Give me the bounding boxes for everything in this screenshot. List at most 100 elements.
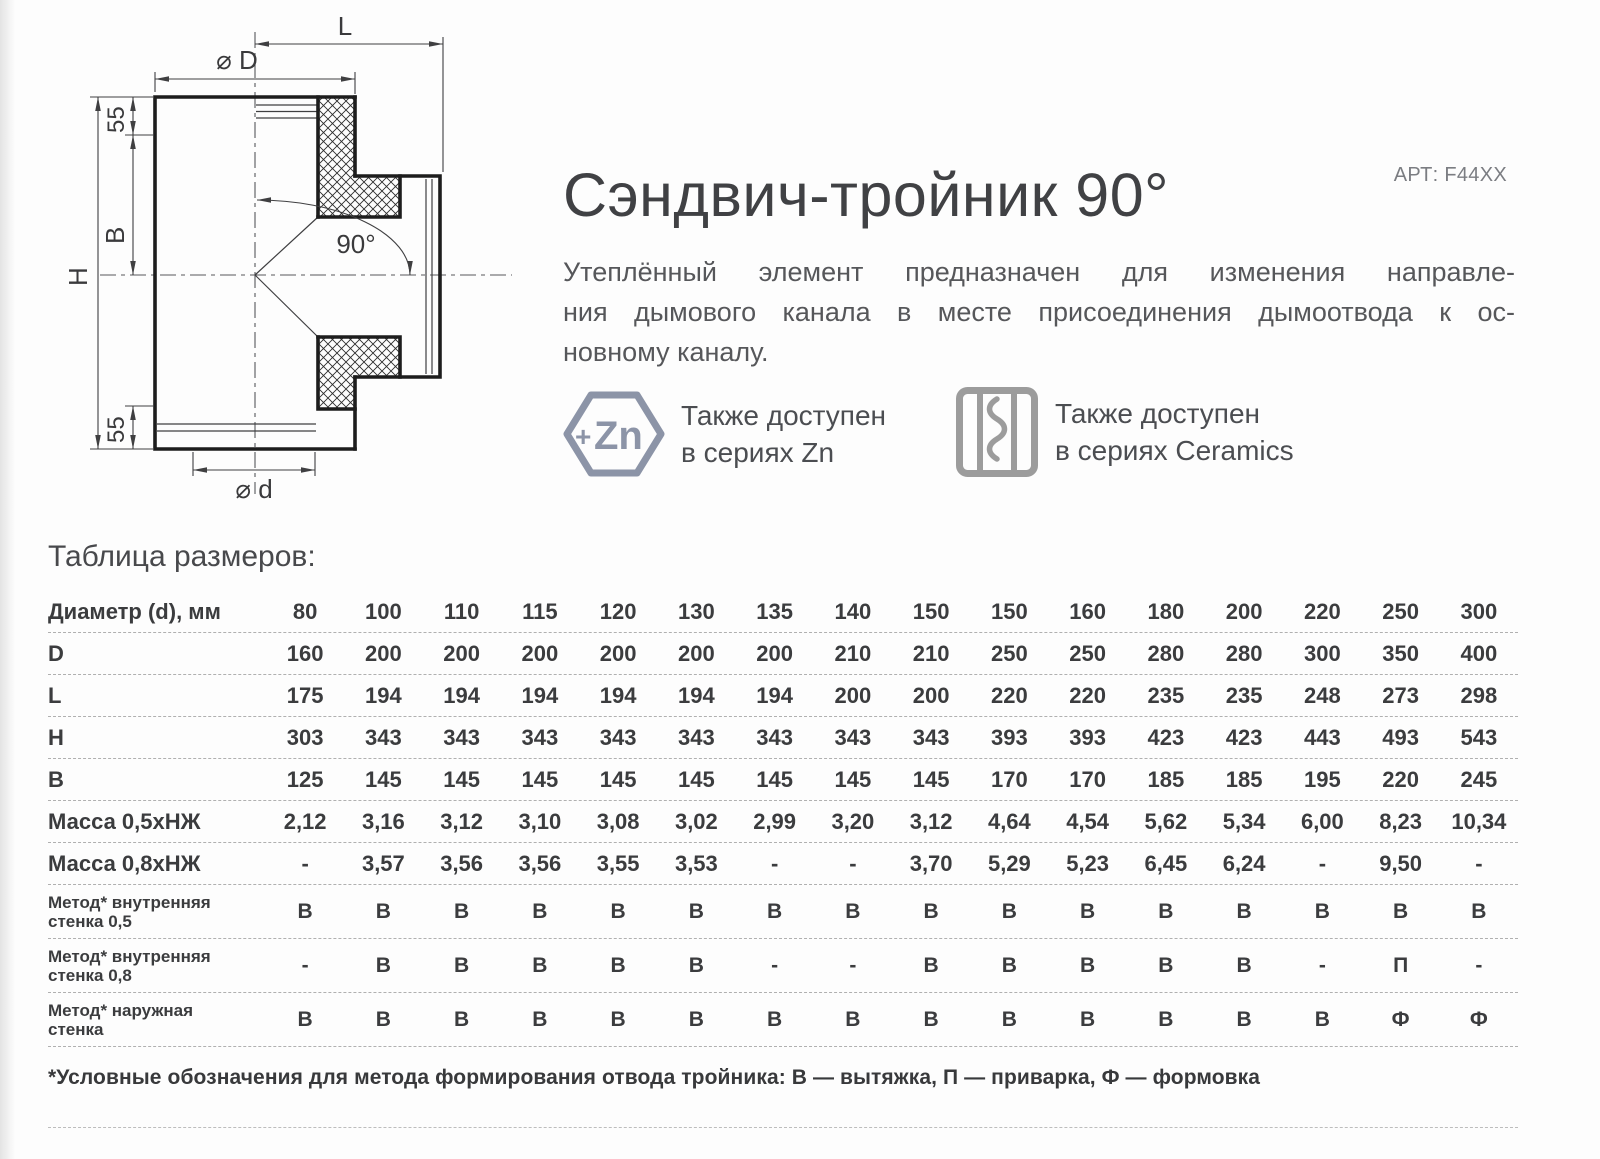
table-cell: В <box>1236 899 1252 923</box>
row-label: Масса 0,5хНЖ <box>48 808 201 834</box>
table-cell: П <box>1393 953 1409 977</box>
table-cell: В <box>845 1007 861 1031</box>
insulation-hatch-areas <box>318 97 400 409</box>
table-cell: 210 <box>834 640 872 666</box>
table-cell: 393 <box>1069 724 1106 750</box>
table-cell: 160 <box>1069 598 1106 624</box>
table-cell: 3,20 <box>831 808 875 834</box>
table-cell: В <box>923 953 939 977</box>
table-cell: 273 <box>1382 682 1419 708</box>
table-row: Диаметр (d), мм 80 100 110 115 120 130 135 140 15… <box>48 591 1518 633</box>
row-label: Метод* наружная стенка <box>48 1000 194 1039</box>
table-cell: - <box>1318 953 1326 977</box>
table-cell: 10,34 <box>1451 808 1507 834</box>
table-cell: 200 <box>521 640 559 666</box>
table-cell: В <box>532 899 548 923</box>
table-cell: 2,12 <box>283 808 327 834</box>
table-cell: - <box>1475 953 1483 977</box>
table-cell: В <box>845 899 861 923</box>
table-cell: В <box>454 899 470 923</box>
table-cell: 145 <box>599 766 637 792</box>
table-cell: 175 <box>286 682 324 708</box>
table-cell: В <box>688 953 704 977</box>
table-cell: В <box>1080 899 1096 923</box>
table-cell: 443 <box>1304 724 1341 750</box>
table-cell: 2,99 <box>753 808 797 834</box>
table-row: Метод* внутренняя стенка 0,8 - В В В В В - - В В В В В… <box>48 939 1518 993</box>
table-cell: 200 <box>1225 598 1263 624</box>
dimension-lines <box>95 41 443 473</box>
table-cell: 423 <box>1225 724 1263 750</box>
dim-label-55-bottom: 55 <box>103 416 130 443</box>
product-description: Утеплённый элемент предназначен для изме… <box>563 252 1515 372</box>
row-label: Метод* внутренняя стенка 0,5 <box>48 892 211 931</box>
table-cell: 200 <box>599 640 637 666</box>
table-cell: - <box>849 953 857 977</box>
row-label: H <box>48 724 64 750</box>
zn-series-icon: + Zn <box>563 391 665 477</box>
table-cell: В <box>375 899 391 923</box>
availability-zn-text: Также доступен в сериях Zn <box>681 397 886 471</box>
table-cell: 130 <box>678 598 715 624</box>
table-cell: - <box>1475 850 1483 876</box>
dim-label-L: L <box>338 11 352 41</box>
table-row: B 125 145 145 145 145 145 145 145 145 170 170 185 185… <box>48 759 1518 801</box>
table-cell: В <box>1236 953 1252 977</box>
table-cell: 4,64 <box>987 808 1031 834</box>
table-cell: В <box>688 899 704 923</box>
table-cell: 3,10 <box>518 808 562 834</box>
availability-ceramics-text: Также доступен в сериях Ceramics <box>1055 395 1294 469</box>
page-title: Сэндвич-тройник 90° <box>563 161 1170 229</box>
table-cell: 6,45 <box>1144 850 1188 876</box>
table-cell: 280 <box>1147 640 1185 666</box>
table-cell: В <box>1001 1007 1017 1031</box>
table-cell: 235 <box>1225 682 1263 708</box>
table-cell: 3,56 <box>440 850 484 876</box>
table-cell: 3,55 <box>596 850 640 876</box>
zn-glyph: Zn <box>594 414 643 458</box>
table-cell: В <box>610 953 626 977</box>
table-cell: - <box>1318 850 1327 876</box>
table-cell: В <box>923 1007 939 1031</box>
row-label: L <box>48 682 62 708</box>
table-cell: В <box>297 899 313 923</box>
legend-footnote: *Условные обозначения для метода формиро… <box>48 1066 1261 1089</box>
table-cell: В <box>532 1007 548 1031</box>
table-cell: 194 <box>599 682 637 708</box>
table-cell: 3,12 <box>909 808 953 834</box>
table-cell: 150 <box>912 598 950 624</box>
table-cell: 170 <box>991 766 1028 792</box>
table-cell: В <box>767 899 783 923</box>
table-cell: 145 <box>834 766 872 792</box>
table-cell: 343 <box>365 724 402 750</box>
table-row: Метод* наружная стенка В В В В В В В В В В В В В В Ф Ф <box>48 993 1518 1047</box>
table-cell: 145 <box>365 766 402 792</box>
table-row: Метод* внутренняя стенка 0,5 В В В В В В В В В В В В В… <box>48 885 1518 939</box>
table-cell: 194 <box>521 682 559 708</box>
table-cell: 6,24 <box>1222 850 1266 876</box>
table-cell: 194 <box>756 682 793 708</box>
table-cell: - <box>301 850 309 876</box>
table-cell: 145 <box>521 766 559 792</box>
table-cell: 250 <box>1069 640 1106 666</box>
table-cell: 135 <box>756 598 793 624</box>
table-cell: 343 <box>599 724 637 750</box>
article-number: АРТ: F44XX <box>1393 164 1507 186</box>
availability-zn: + Zn Также доступен в сериях Zn <box>563 386 886 482</box>
table-cell: 3,53 <box>674 850 718 876</box>
table-cell: 343 <box>756 724 793 750</box>
table-cell: В <box>1471 899 1487 923</box>
description-line: Утеплённый элемент предназначен для изме… <box>563 257 1515 287</box>
table-cell: 185 <box>1225 766 1263 792</box>
page-edge-shadow <box>0 0 15 1159</box>
table-cell: В <box>767 1007 783 1031</box>
table-cell: 100 <box>365 598 402 624</box>
table-cell: 250 <box>1382 598 1419 624</box>
table-cell: 220 <box>991 682 1028 708</box>
table-cell: 245 <box>1460 766 1498 792</box>
dim-label-H: H <box>63 267 93 286</box>
table-cell: 300 <box>1460 598 1498 624</box>
table-cell: 343 <box>834 724 872 750</box>
table-cell: В <box>1001 953 1017 977</box>
